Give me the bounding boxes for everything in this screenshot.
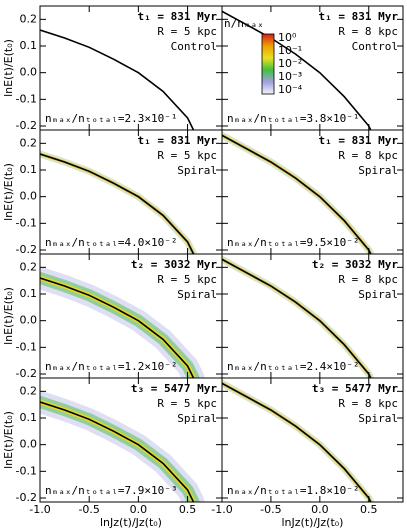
y-axis-title: lnE(t)/E(t₀) <box>2 39 15 97</box>
ratio-label: nₘₐₓ/nₜₒₜₐₗ=2.4×10⁻² <box>227 360 359 373</box>
x-tick-label: -0.5 <box>78 503 99 516</box>
ratio-label: nₘₐₓ/nₜₒₜₐₗ=4.0×10⁻² <box>45 236 177 249</box>
annotation: t₂ = 3032 Myr <box>312 258 398 271</box>
x-tick-label: 0.5 <box>360 503 378 516</box>
annotation: t₁ = 831 Myr <box>319 10 399 23</box>
annotation: t₁ = 831 Myr <box>138 10 218 23</box>
y-axis-title: lnE(t)/E(t₀) <box>2 287 15 345</box>
y-tick-label: -0.1 <box>16 340 37 353</box>
colorbar-tick-label: 10⁻³ <box>278 70 302 83</box>
y-tick-label: 0.1 <box>20 163 38 176</box>
y-tick-label: -0.2 <box>16 243 37 256</box>
annotation: Control <box>171 40 217 53</box>
annotation: R = 5 kpc <box>157 25 217 38</box>
curve <box>222 10 372 130</box>
panel: -0.2 -0.1 0.0 0.1 0.2 lnE(t)/E(t₀) t₁ = 831 My… <box>2 5 223 132</box>
y-tick-label: -0.1 <box>16 216 37 229</box>
y-tick-label: 0.1 <box>20 411 38 424</box>
panel: t₁ = 831 Myr R = 8 kpc Control nₘₐₓ/nₜₒₜₐₗ=… <box>221 5 404 131</box>
ratio-label: nₘₐₓ/nₜₒₜₐₗ=7.9×10⁻³ <box>45 484 177 497</box>
colorbar-tick-label: 10⁻⁴ <box>278 83 303 96</box>
y-tick-label: 0.2 <box>20 136 38 149</box>
annotation: Spiral <box>358 412 398 425</box>
annotation: Control <box>352 40 398 53</box>
curve <box>222 134 372 254</box>
y-tick-label: 0.0 <box>20 66 38 79</box>
y-tick-label: -0.1 <box>16 92 37 105</box>
y-axis-title: lnE(t)/E(t₀) <box>2 163 15 221</box>
ratio-label: nₘₐₓ/nₜₒₜₐₗ=1.2×10⁻² <box>45 360 177 373</box>
annotation: t₃ = 5477 Myr <box>131 382 217 395</box>
colorbar-tick-label: 10⁰ <box>278 31 297 44</box>
panel: -0.2 -0.1 0.0 0.1 0.2 lnE(t)/E(t₀) t₂ = 3032 M… <box>2 253 223 380</box>
annotation: R = 8 kpc <box>338 397 398 410</box>
colorbar-tick-label: 10⁻² <box>278 57 302 70</box>
annotation: R = 8 kpc <box>338 273 398 286</box>
y-tick-label: 0.0 <box>20 438 38 451</box>
panel: -0.2 -0.1 0.0 0.1 0.2 lnE(t)/E(t₀) t₁ = 831 My… <box>2 129 223 256</box>
y-tick-label: 0.0 <box>20 314 38 327</box>
annotation: R = 5 kpc <box>157 273 217 286</box>
annotation: R = 8 kpc <box>338 25 398 38</box>
panel: -1.0 -0.5 0.0 0.5 lnJz(t)/Jz(t₀) t₃ = 5477 My… <box>211 377 404 529</box>
annotation: t₂ = 3032 Myr <box>131 258 217 271</box>
x-tick-label: -0.5 <box>260 503 281 516</box>
x-tick-label: -1.0 <box>29 503 50 516</box>
annotation: R = 8 kpc <box>338 149 398 162</box>
ratio-label: nₘₐₓ/nₜₒₜₐₗ=2.3×10⁻¹ <box>45 112 177 125</box>
colorbar-label: n/nₘₐₓ <box>224 17 264 30</box>
annotation: Spiral <box>177 164 217 177</box>
y-tick-label: -0.2 <box>16 119 37 132</box>
curve <box>40 153 195 254</box>
y-tick-label: -0.2 <box>16 491 37 504</box>
y-tick-label: 0.2 <box>20 260 38 273</box>
annotation: Spiral <box>358 164 398 177</box>
annotation: t₁ = 831 Myr <box>319 134 399 147</box>
x-tick-label: -1.0 <box>211 503 232 516</box>
panel: t₂ = 3032 Myr R = 8 kpc Spiral nₘₐₓ/nₜₒₜₐₗ=… <box>221 253 404 379</box>
colorbar-tick-label: 10⁻¹ <box>278 44 302 57</box>
annotation: Spiral <box>177 288 217 301</box>
panel: t₁ = 831 Myr R = 8 kpc Spiral nₘₐₓ/nₜₒₜₐₗ=9… <box>221 129 404 255</box>
annotation: R = 5 kpc <box>157 149 217 162</box>
y-tick-label: 0.0 <box>20 190 38 203</box>
annotation: Spiral <box>358 288 398 301</box>
x-tick-label: 0.0 <box>130 503 148 516</box>
ratio-label: nₘₐₓ/nₜₒₜₐₗ=9.5×10⁻² <box>227 236 359 249</box>
curve <box>40 277 195 378</box>
annotation: R = 5 kpc <box>157 397 217 410</box>
curve <box>40 29 195 130</box>
y-tick-label: -0.2 <box>16 367 37 380</box>
y-tick-label: 0.1 <box>20 39 38 52</box>
panel: -0.2 -0.1 0.0 0.1 0.2 -1.0 -0.5 0.0 0.5 lnJz(t)/J… <box>2 377 223 529</box>
x-tick-label: 0.5 <box>179 503 197 516</box>
annotation: t₁ = 831 Myr <box>138 134 218 147</box>
curve <box>222 258 372 378</box>
x-axis-title: lnJz(t)/Jz(t₀) <box>100 516 162 529</box>
y-tick-label: 0.2 <box>20 384 38 397</box>
y-tick-label: -0.1 <box>16 464 37 477</box>
ratio-label: nₘₐₓ/nₜₒₜₐₗ=1.8×10⁻² <box>227 484 359 497</box>
ratio-label: nₘₐₓ/nₜₒₜₐₗ=3.8×10⁻¹ <box>227 112 359 125</box>
curve <box>222 382 372 502</box>
annotation: Spiral <box>177 412 217 425</box>
x-axis-title: lnJz(t)/Jz(t₀) <box>282 516 344 529</box>
y-axis-title: lnE(t)/E(t₀) <box>2 411 15 469</box>
x-tick-label: 0.0 <box>311 503 329 516</box>
annotation: t₃ = 5477 Myr <box>312 382 398 395</box>
curve <box>40 401 195 502</box>
colorbar <box>261 33 275 95</box>
y-tick-label: 0.2 <box>20 12 38 25</box>
panel-frame <box>221 377 404 503</box>
y-tick-label: 0.1 <box>20 287 38 300</box>
